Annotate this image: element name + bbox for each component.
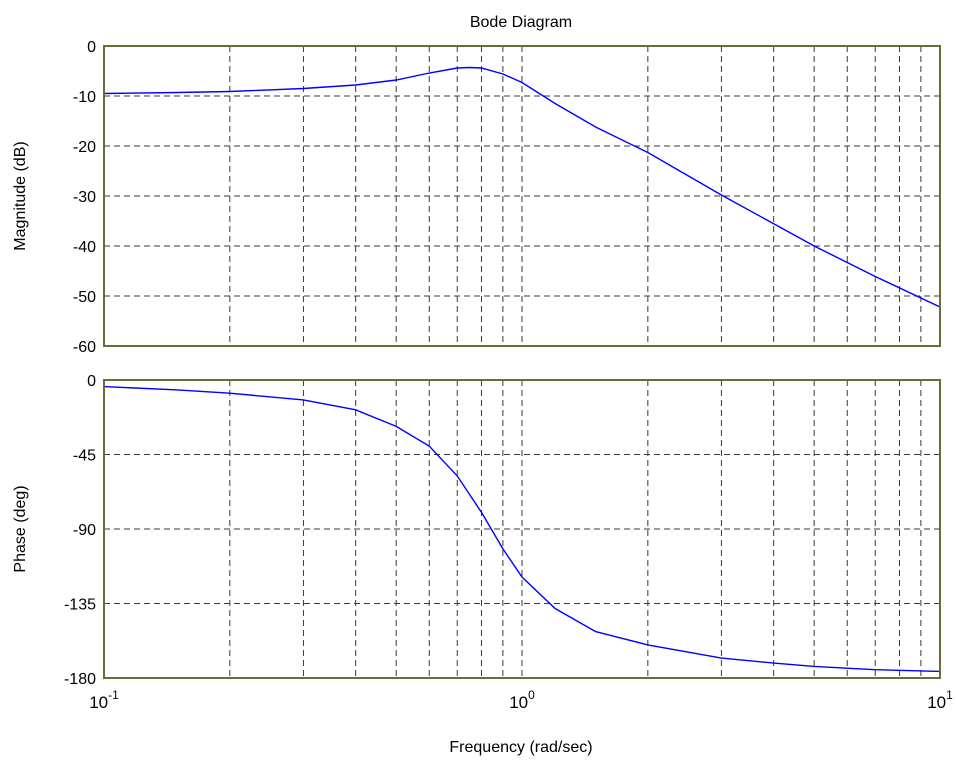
- phase-y-tick-label: 0: [87, 373, 96, 390]
- magnitude-series-line: [103, 66, 941, 308]
- magnitude-y-tick-label: -60: [73, 339, 96, 356]
- phase-y-tick-label: -180: [64, 671, 96, 688]
- magnitude-panel: 0 -10 -20 -30 -40 -50 -60 Magnitude (dB): [12, 39, 941, 356]
- magnitude-frame: [103, 45, 941, 347]
- magnitude-y-tick-label: -40: [73, 239, 96, 256]
- phase-y-tick-label: -45: [73, 448, 96, 465]
- frequency-x-ticks: 10-1 100 101: [89, 688, 953, 712]
- chart-title: Bode Diagram: [470, 14, 572, 31]
- magnitude-y-tick-label: -50: [73, 289, 96, 306]
- phase-frame: [103, 379, 941, 679]
- frequency-x-tick-label: 10-1: [89, 688, 119, 712]
- phase-series-line: [103, 385, 941, 673]
- phase-panel: 0 -45 -90 -135 -180 Phase (deg): [12, 373, 941, 688]
- frequency-x-tick-label: 100: [509, 688, 535, 712]
- magnitude-y-axis-label: Magnitude (dB): [12, 141, 29, 250]
- frequency-x-tick-label: 101: [927, 688, 953, 712]
- phase-y-tick-label: -135: [64, 597, 96, 614]
- phase-y-axis-label: Phase (deg): [12, 485, 29, 572]
- frequency-x-axis-label: Frequency (rad/sec): [449, 739, 592, 756]
- magnitude-y-ticks: 0 -10 -20 -30 -40 -50 -60: [73, 39, 96, 356]
- magnitude-y-tick-label: -30: [73, 189, 96, 206]
- phase-y-ticks: 0 -45 -90 -135 -180: [64, 373, 96, 688]
- phase-plot-area: [104, 380, 940, 678]
- magnitude-y-tick-label: -20: [73, 139, 96, 156]
- magnitude-grid: [104, 46, 940, 346]
- phase-y-tick-label: -90: [73, 522, 96, 539]
- magnitude-y-tick-label: 0: [87, 39, 96, 56]
- magnitude-y-tick-label: -10: [73, 89, 96, 106]
